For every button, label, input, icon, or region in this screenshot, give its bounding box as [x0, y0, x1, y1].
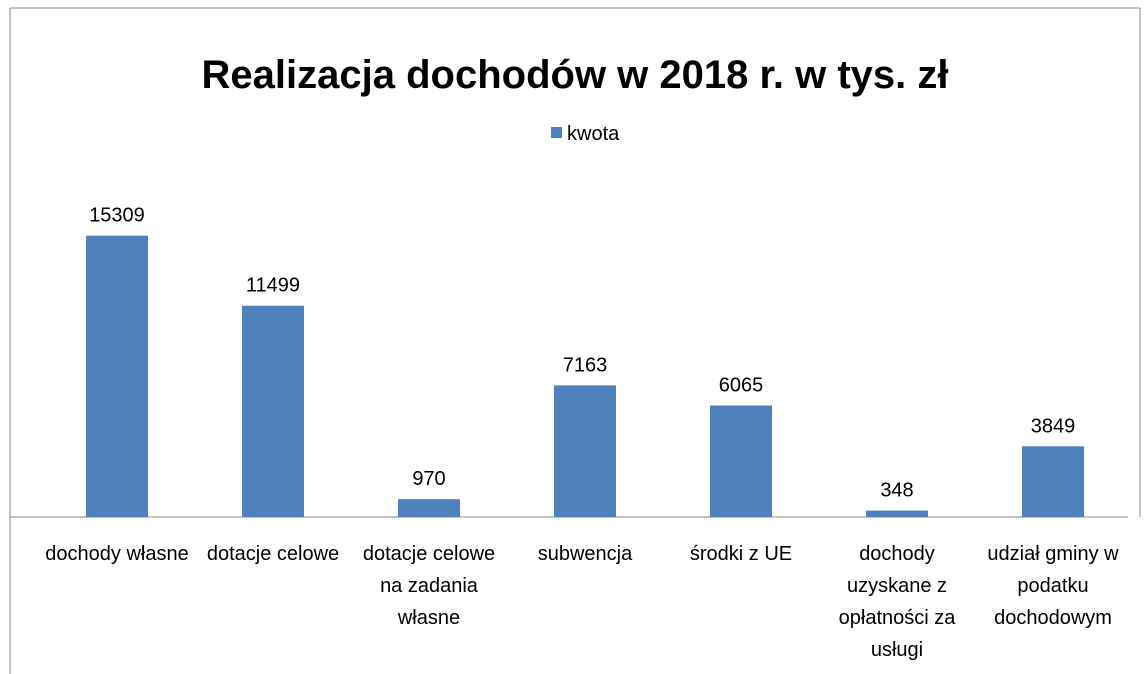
data-label: 970: [412, 468, 445, 490]
x-tick-label: dotacje celowe na zadania własne: [363, 543, 495, 629]
legend-label: kwota: [567, 123, 620, 145]
data-label: 3849: [1031, 415, 1076, 437]
chart-title: Realizacja dochodów w 2018 r. w tys. zł: [202, 53, 949, 97]
data-label: 15309: [89, 205, 145, 227]
bar: [398, 499, 460, 517]
x-tick-label: dochody własne: [45, 543, 188, 565]
bar: [1022, 446, 1084, 517]
bar: [554, 385, 616, 517]
bar: [866, 510, 928, 517]
data-label: 11499: [246, 275, 300, 297]
bar: [710, 405, 772, 517]
bar: [242, 305, 304, 517]
data-label: 6065: [719, 375, 764, 397]
data-label: 7163: [563, 354, 608, 376]
bar: [86, 235, 148, 517]
x-tick-label: dochody uzyskane z opłatności za usługi: [839, 543, 957, 661]
x-tick-label: subwencja: [538, 543, 633, 565]
legend-swatch: [551, 127, 562, 138]
data-label: 348: [880, 480, 913, 502]
x-tick-label: dotacje celowe: [207, 543, 339, 565]
x-tick-label: środki z UE: [690, 543, 792, 565]
x-tick-label: udział gminy w podatku dochodowym: [987, 543, 1119, 629]
